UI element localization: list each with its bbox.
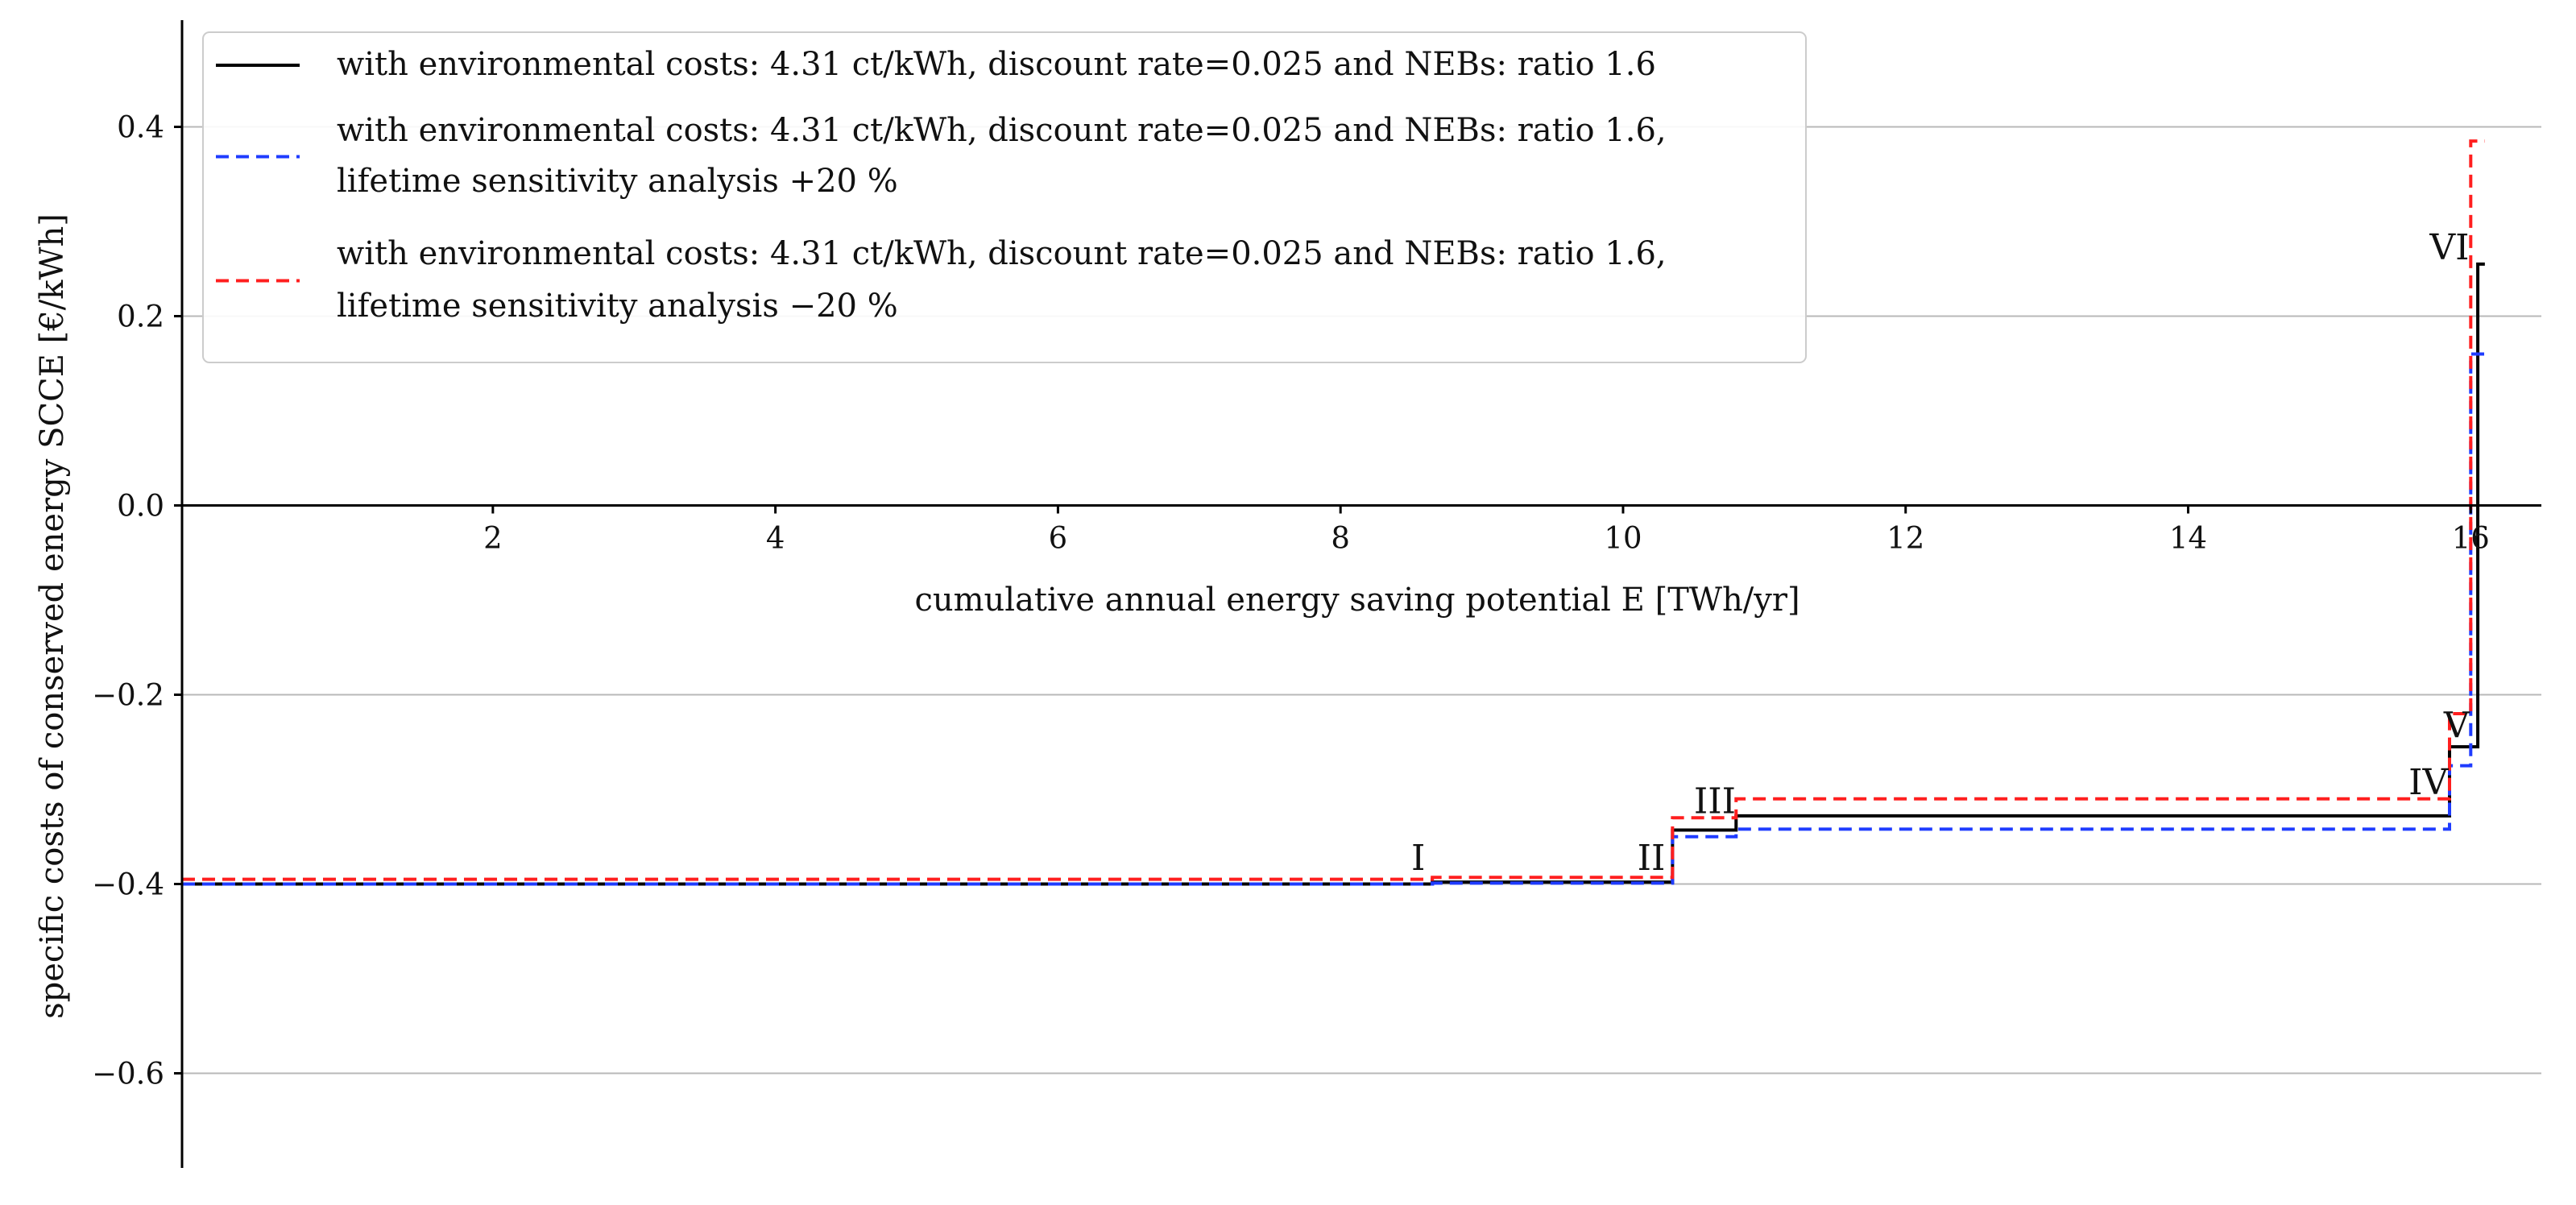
x-tick-label: 12 bbox=[1886, 521, 1924, 556]
step-label: I bbox=[1411, 838, 1425, 879]
step-label: VI bbox=[2429, 227, 2469, 268]
axes bbox=[180, 20, 2541, 1168]
step-label: IV bbox=[2408, 762, 2449, 803]
legend-box bbox=[202, 31, 1807, 363]
step-label: II bbox=[1638, 838, 1666, 879]
y-tick-label: −0.2 bbox=[92, 678, 164, 713]
step-label: III bbox=[1694, 781, 1736, 822]
y-tick-label: 0.2 bbox=[117, 300, 164, 334]
x-tick-label: 6 bbox=[1049, 521, 1068, 556]
series-line-3 bbox=[182, 139, 2485, 881]
legend-entry-text: lifetime sensitivity analysis −20 % bbox=[337, 288, 898, 325]
x-tick-label: 10 bbox=[1604, 521, 1642, 556]
series-line-2 bbox=[182, 352, 2485, 886]
y-tick-label: 0.0 bbox=[117, 489, 164, 524]
y-tick-label: −0.4 bbox=[92, 868, 164, 902]
y-tick-label: 0.4 bbox=[117, 110, 164, 145]
series-lines bbox=[182, 139, 2485, 886]
y-tick-label: −0.6 bbox=[92, 1057, 164, 1091]
x-tick-label: 14 bbox=[2169, 521, 2207, 556]
legend-entry-text: with environmental costs: 4.31 ct/kWh, d… bbox=[337, 46, 1656, 83]
legend-entry-text: with environmental costs: 4.31 ct/kWh, d… bbox=[337, 235, 1667, 272]
x-axis-title: cumulative annual energy saving potentia… bbox=[914, 582, 1799, 619]
y-axis-title: specific costs of conserved energy SCCE … bbox=[34, 213, 71, 1019]
x-tick-label: 16 bbox=[2452, 521, 2490, 556]
x-tick-label: 8 bbox=[1331, 521, 1350, 556]
legend: with environmental costs: 4.31 ct/kWh, d… bbox=[202, 31, 1807, 363]
legend-entry-text: lifetime sensitivity analysis +20 % bbox=[337, 163, 898, 200]
x-tick-label: 2 bbox=[483, 521, 503, 556]
tick-labels: 0.4 0.2 0.0 −0.2 −0.4 −0.6 2 4 6 8 10 12 14 16 bbox=[92, 110, 2490, 1091]
step-label: V bbox=[2443, 705, 2470, 746]
legend-entry-text: with environmental costs: 4.31 ct/kWh, d… bbox=[337, 112, 1667, 149]
x-tick-label: 4 bbox=[766, 521, 785, 556]
